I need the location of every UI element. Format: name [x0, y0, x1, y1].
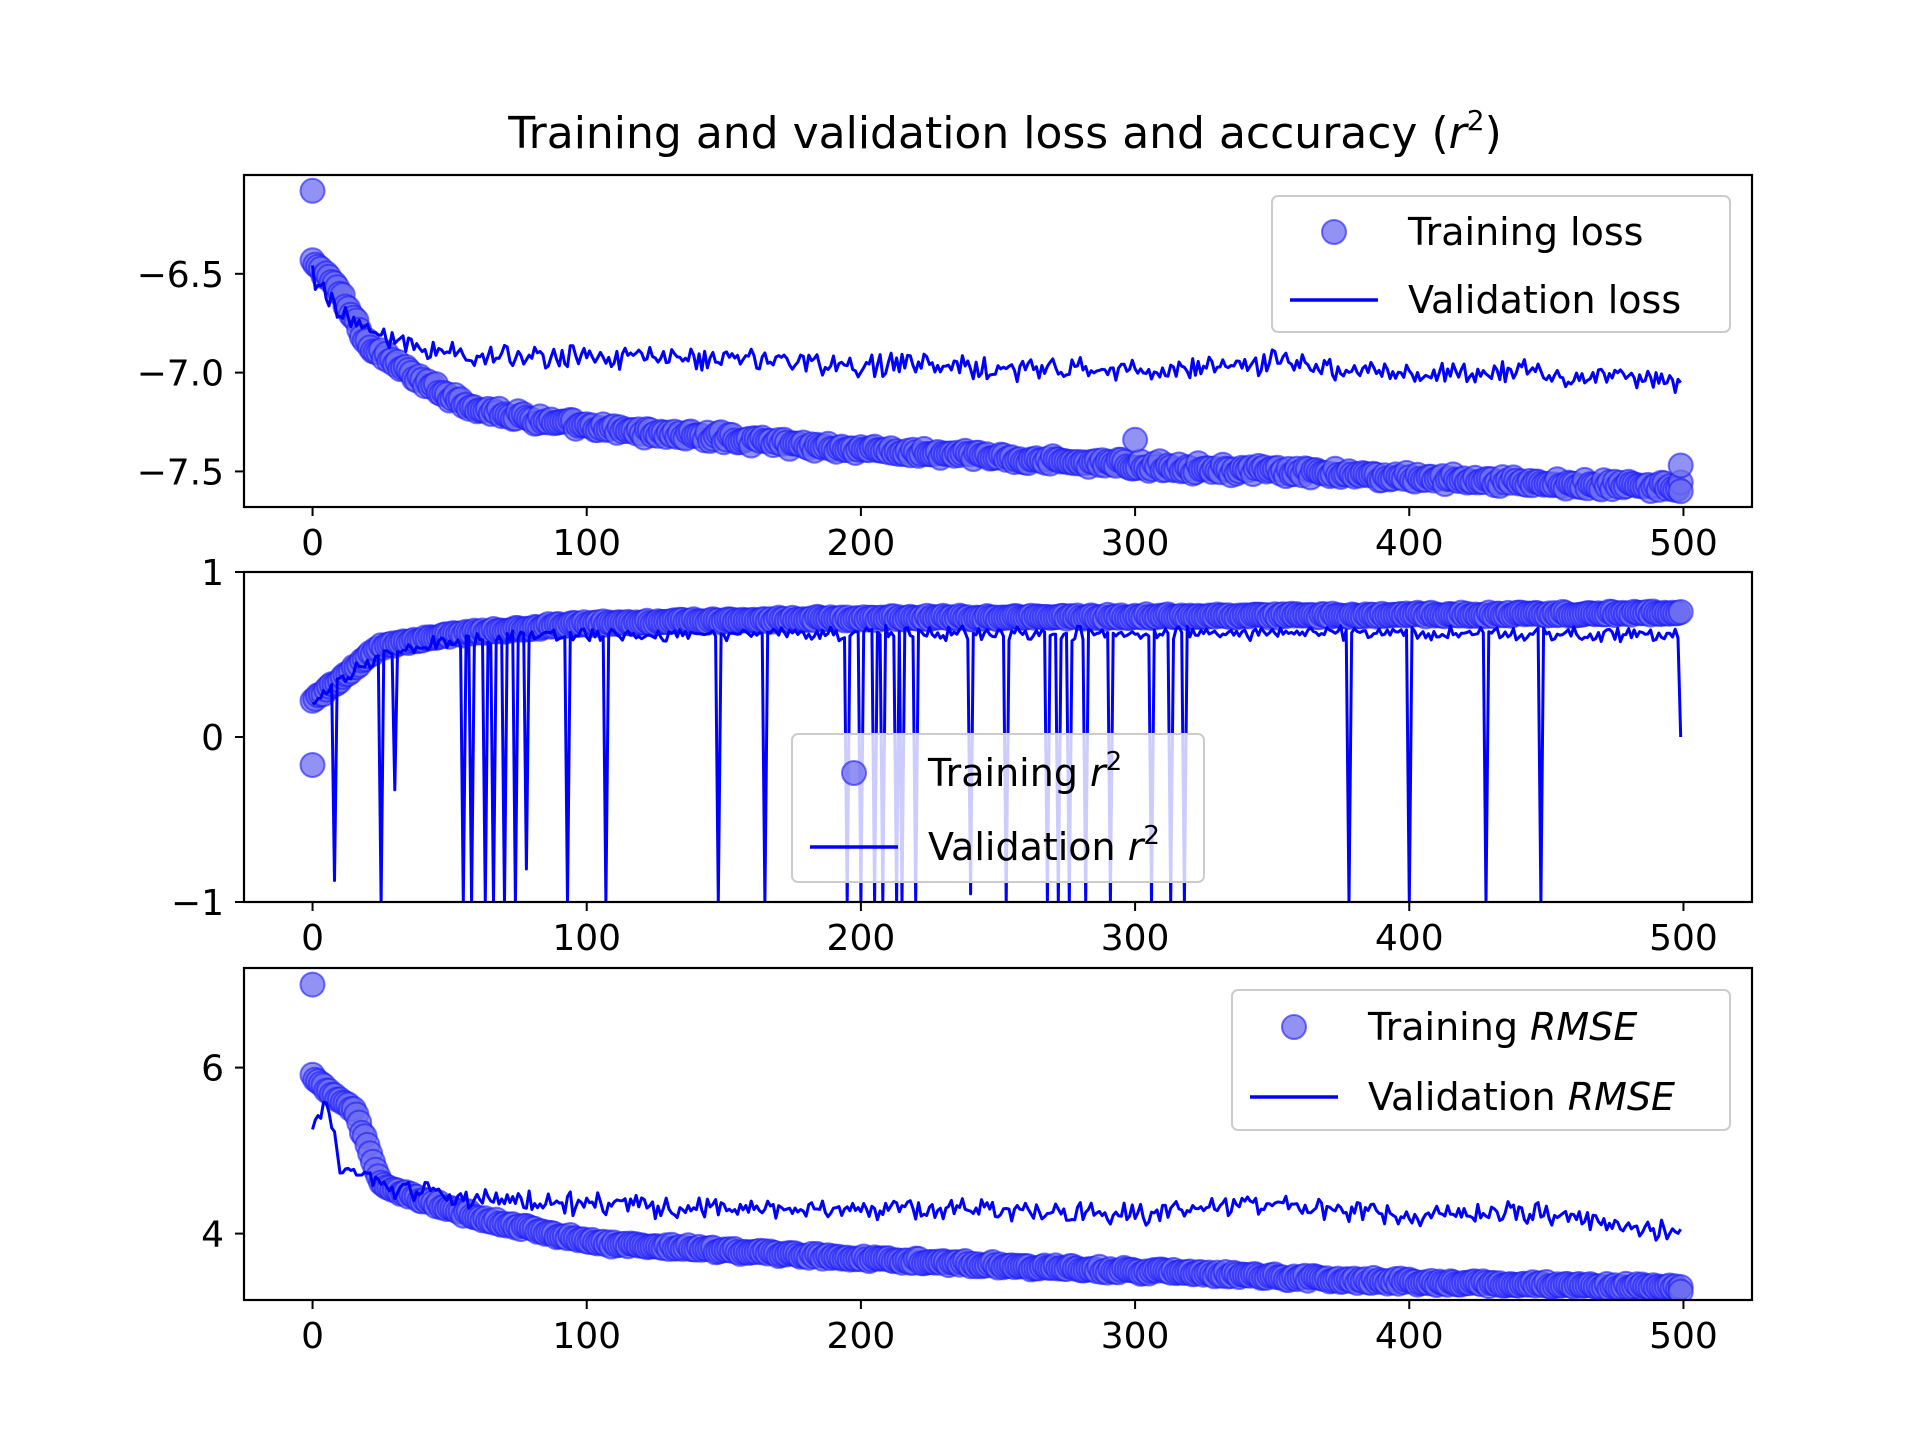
legend-marker-swatch [1281, 1014, 1307, 1040]
y-tick-label: 4 [201, 1215, 224, 1256]
y-tick-label: −6.5 [137, 255, 224, 296]
validation-line [311, 265, 1682, 394]
x-tick-label: 200 [827, 523, 896, 564]
legend-box [1271, 195, 1731, 333]
x-tick-label: 300 [1101, 918, 1170, 959]
legend: Training r2 Validation r2 [791, 733, 1205, 883]
x-tick-label: 300 [1101, 523, 1170, 564]
legend-marker-swatch [1321, 219, 1347, 245]
training-point [1667, 599, 1694, 625]
training-point [1667, 478, 1694, 505]
legend-marker-swatch [841, 760, 867, 786]
series-training-markers [299, 971, 1694, 1300]
training-point [1667, 1278, 1694, 1300]
panel-r2: 0 100 200 300 400 500 1 0 −1 Training r2 Validatio… [171, 553, 1754, 959]
plot-area [299, 177, 1694, 505]
series-training-markers [299, 598, 1694, 778]
x-tick-label: 200 [827, 1316, 896, 1357]
x-tick-label: 0 [301, 1316, 324, 1357]
x-tick-label: 200 [827, 918, 896, 959]
y-tick-label: 1 [201, 553, 224, 594]
training-point [299, 177, 326, 204]
training-point [1667, 452, 1694, 479]
y-tick-label: 6 [201, 1049, 224, 1090]
y-tick-label: −7.0 [137, 354, 224, 395]
training-point [1122, 426, 1149, 453]
x-tick-label: 100 [552, 918, 621, 959]
legend: Training RMSE Validation RMSE [1231, 989, 1731, 1131]
x-tick-label: 300 [1101, 1316, 1170, 1357]
validation-line [311, 1100, 1682, 1242]
legend-box [1231, 989, 1731, 1131]
legend-label: Validation loss [1408, 278, 1681, 322]
y-tick-label: −1 [171, 883, 224, 924]
legend-label: Validation RMSE [1368, 1075, 1675, 1119]
training-point [299, 971, 326, 998]
y-tick-label: −7.5 [137, 452, 224, 493]
legend-label: Training loss [1407, 210, 1643, 254]
x-tick-label: 100 [552, 523, 621, 564]
legend-label: Training RMSE [1367, 1005, 1637, 1049]
plot-area [299, 971, 1694, 1300]
x-tick-label: 0 [301, 523, 324, 564]
axes-frame [242, 173, 1754, 509]
legend-label: Validation r2 [928, 821, 1160, 869]
legend-box [791, 733, 1205, 883]
series-training-markers [299, 177, 1694, 505]
x-tick-label: 400 [1375, 523, 1444, 564]
x-tick-label: 400 [1375, 918, 1444, 959]
plot-area [299, 598, 1694, 902]
panel-loss: 0 100 200 300 400 500 −6.5 −7.0 −7.5 Training los… [137, 173, 1754, 564]
y-tick-label: 0 [201, 718, 224, 759]
axes-frame [242, 966, 1754, 1302]
x-tick-label: 500 [1649, 1316, 1718, 1357]
x-tick-label: 500 [1649, 523, 1718, 564]
chart-title: Training and validation loss and accurac… [507, 104, 1502, 159]
legend: Training loss Validation loss [1271, 195, 1731, 333]
panel-rmse: 0 100 200 300 400 500 6 4 Training RMSE Validatio… [201, 966, 1754, 1357]
x-tick-label: 400 [1375, 1316, 1444, 1357]
training-point [299, 752, 326, 778]
validation-line [311, 624, 1683, 902]
legend-label: Training r2 [927, 747, 1122, 795]
x-tick-label: 0 [301, 918, 324, 959]
x-tick-label: 100 [552, 1316, 621, 1357]
x-tick-label: 500 [1649, 918, 1718, 959]
